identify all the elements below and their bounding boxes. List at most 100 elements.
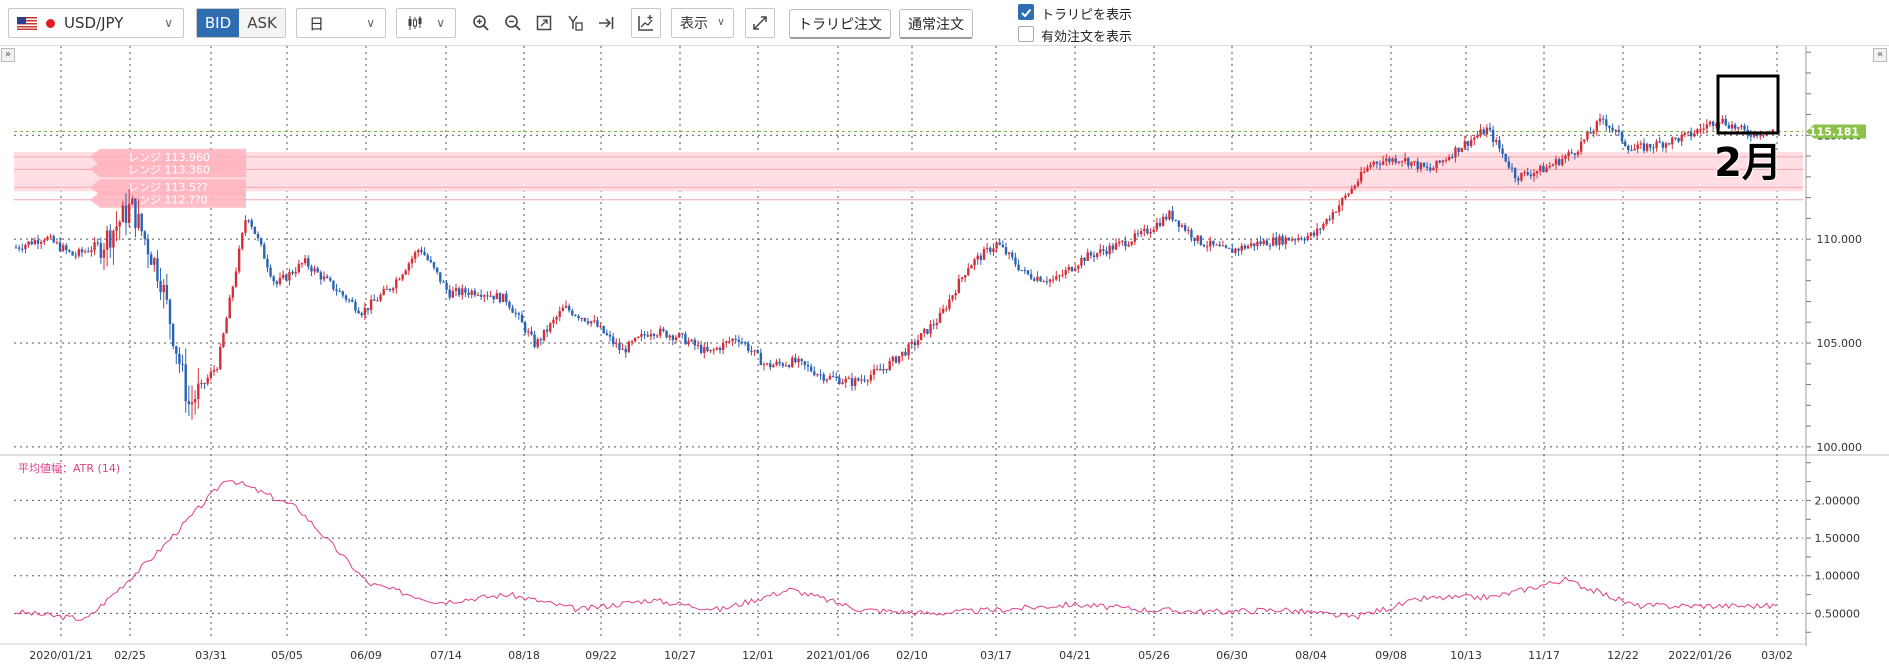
candle-body (674, 337, 678, 340)
crosshair-button[interactable] (561, 8, 589, 38)
candle-body (857, 378, 860, 381)
candle-body (112, 230, 115, 248)
show-trap-label: トラリピを表示 (1041, 8, 1133, 23)
candle-body (1014, 257, 1017, 265)
candle-body (1394, 158, 1397, 163)
x-tick-label: 05/26 (1138, 649, 1170, 662)
candle-body (709, 349, 712, 352)
candle-body (435, 267, 439, 273)
candle-body (184, 364, 187, 402)
collapse-right-button[interactable]: « (1873, 48, 1887, 62)
candle-body (1473, 137, 1476, 140)
candle-body (1661, 142, 1665, 148)
show-trap-checkbox[interactable] (1018, 4, 1034, 20)
candle-body (637, 336, 640, 338)
candle-body (1737, 127, 1740, 129)
fit-icon (536, 15, 552, 31)
candle-body (391, 288, 395, 291)
candle-body (143, 231, 147, 240)
candle-body (429, 259, 433, 263)
bid-button[interactable]: BID (197, 9, 239, 37)
candle-body (1645, 144, 1649, 151)
candle-body (822, 374, 825, 381)
add-indicator-icon (638, 15, 653, 31)
candle-body (49, 236, 52, 238)
live-dot-icon (46, 18, 55, 28)
candle-body (1253, 243, 1256, 247)
candlestick-icon (408, 16, 422, 30)
ask-button[interactable]: ASK (239, 9, 285, 37)
candle-body (272, 276, 275, 282)
candle-body (989, 247, 992, 252)
candle-body (250, 220, 253, 227)
candle-body (787, 365, 791, 367)
candle-body (1215, 244, 1218, 246)
candle-body (17, 247, 21, 249)
candle-body (1265, 240, 1269, 246)
candle-body (1130, 241, 1133, 245)
candle-body (1608, 125, 1611, 128)
collapse-left-button[interactable]: » (1, 48, 15, 62)
price-chart[interactable]: 100.000105.000110.000115.0000.500001.000… (0, 46, 1889, 664)
x-tick-label: 05/05 (271, 649, 303, 662)
candle-body (948, 299, 951, 309)
candle-body (200, 383, 203, 385)
candle-body (1095, 253, 1099, 257)
candle-body (1121, 240, 1124, 242)
fit-button[interactable] (530, 8, 558, 38)
candle-body (1356, 181, 1360, 186)
candle-body (322, 276, 326, 280)
candle-body (1353, 185, 1357, 189)
timeframe-select[interactable]: 日 ∨ (296, 8, 386, 38)
candle-body (967, 268, 970, 276)
candle-body (715, 347, 719, 350)
candle-body (1532, 173, 1536, 177)
candle-body (1344, 195, 1347, 199)
candle-body (146, 239, 150, 255)
chart-type-select[interactable]: ∨ (396, 8, 456, 38)
candle-body (1583, 139, 1586, 142)
candle-body (819, 374, 822, 376)
candle-body (1476, 135, 1479, 138)
candle-body (187, 401, 191, 405)
candle-body (1573, 153, 1577, 155)
checkmark-icon (1021, 8, 1032, 18)
display-menu[interactable]: 表示 ∨ (671, 8, 734, 38)
candle-body (665, 330, 668, 338)
candle-body (539, 339, 543, 341)
candle-body (1517, 178, 1520, 181)
candle-body (206, 378, 209, 384)
candle-body (721, 342, 725, 351)
zoom-in-button[interactable] (467, 8, 495, 38)
toolbar: USD/JPY ∨ BID ASK 日 ∨ ∨ 表示 ∨ (0, 0, 1889, 46)
candle-body (382, 289, 385, 295)
candle-body (369, 299, 373, 310)
candle-body (501, 293, 505, 303)
chart-background (0, 46, 1889, 664)
candle-body (941, 308, 945, 313)
candle-body (1429, 167, 1432, 171)
candle-body (65, 245, 68, 251)
candle-body (662, 328, 665, 331)
trap-order-button[interactable]: トラリピ注文 (789, 9, 891, 39)
normal-order-button[interactable]: 通常注文 (899, 9, 973, 39)
fullscreen-button[interactable] (745, 8, 775, 38)
zoom-out-icon (505, 15, 521, 31)
candle-body (882, 368, 885, 371)
x-tick-label: 12/22 (1607, 649, 1639, 662)
candle-body (737, 339, 741, 343)
candle-body (1611, 127, 1614, 131)
show-active-orders-checkbox[interactable] (1018, 26, 1034, 42)
symbol-select[interactable]: USD/JPY ∨ (8, 8, 184, 38)
add-indicator-button[interactable] (631, 8, 661, 38)
candle-body (159, 280, 162, 293)
candle-body (1721, 118, 1724, 123)
candle-body (1284, 237, 1287, 245)
candle-body (517, 313, 521, 315)
candle-body (1447, 157, 1451, 160)
scroll-end-button[interactable] (592, 8, 620, 38)
candle-body (1165, 216, 1168, 220)
candle-body (385, 288, 389, 290)
candle-body (1300, 238, 1303, 240)
zoom-out-button[interactable] (499, 8, 527, 38)
